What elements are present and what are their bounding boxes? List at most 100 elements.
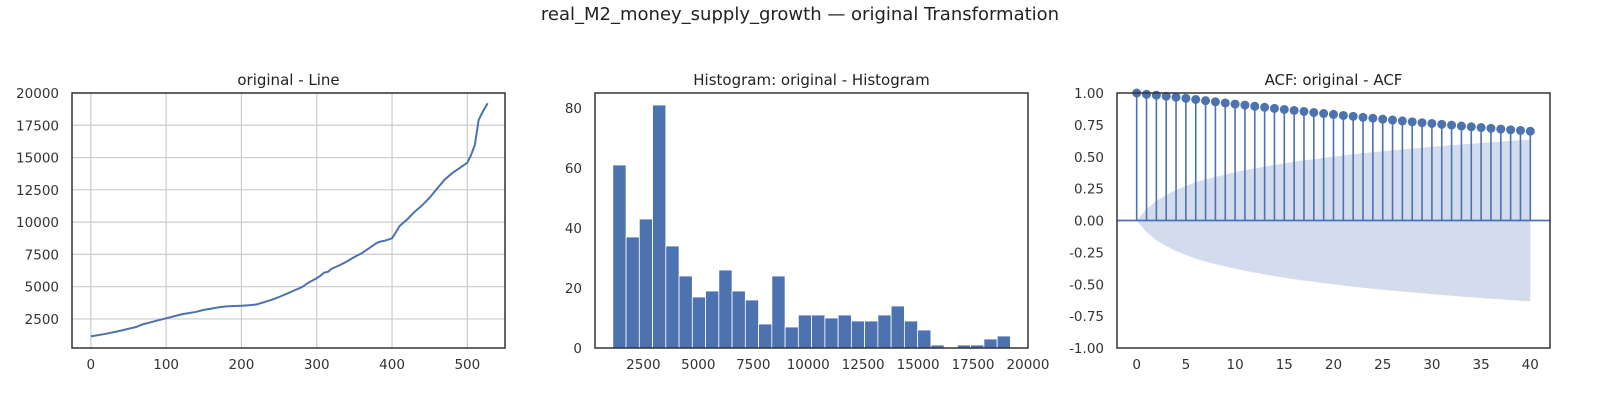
y-tick-label: 1.00 bbox=[1074, 86, 1104, 102]
x-tick-label: 20000 bbox=[1007, 357, 1050, 373]
acf-point bbox=[1230, 99, 1240, 109]
histogram-bar bbox=[731, 290, 746, 349]
y-tick-label: 0 bbox=[573, 341, 582, 357]
acf-point bbox=[1506, 125, 1516, 135]
acf-point bbox=[1151, 90, 1161, 100]
x-tick-label: 20 bbox=[1325, 357, 1342, 373]
y-tick-label: 0.25 bbox=[1074, 182, 1104, 198]
y-tick-label: 10000 bbox=[16, 215, 59, 231]
acf-point bbox=[1427, 118, 1437, 128]
histogram-bar bbox=[903, 320, 919, 349]
x-tick-label: 7500 bbox=[736, 357, 770, 373]
acf-point bbox=[1181, 93, 1191, 103]
histogram-bar bbox=[652, 104, 667, 349]
histogram-bar bbox=[638, 218, 653, 349]
histogram-bar bbox=[784, 326, 799, 349]
histogram-bar bbox=[612, 164, 627, 349]
x-tick-label: 10 bbox=[1226, 357, 1243, 373]
acf-point bbox=[1250, 101, 1260, 111]
y-tick-label: 12500 bbox=[16, 183, 59, 199]
y-tick-label: -0.50 bbox=[1069, 277, 1104, 293]
acf-point bbox=[1289, 105, 1299, 115]
y-tick-label: 0.75 bbox=[1074, 118, 1104, 134]
acf-point bbox=[1348, 111, 1358, 121]
y-tick-label: -0.75 bbox=[1069, 309, 1104, 325]
histogram-bar bbox=[771, 275, 786, 349]
acf-point bbox=[1191, 95, 1201, 105]
acf-point bbox=[1515, 125, 1525, 135]
acf-point bbox=[1260, 102, 1270, 112]
histogram-bar bbox=[758, 323, 773, 349]
y-tick-label: 20000 bbox=[16, 86, 59, 102]
acf-point bbox=[1456, 121, 1466, 131]
x-tick-label: 500 bbox=[454, 357, 480, 373]
x-tick-label: 5000 bbox=[681, 357, 715, 373]
y-tick-label: 60 bbox=[565, 161, 582, 177]
histogram-bar bbox=[917, 329, 932, 349]
x-tick-label: 15000 bbox=[897, 357, 940, 373]
series-line bbox=[90, 102, 489, 338]
x-tick-label: 300 bbox=[304, 357, 330, 373]
histogram-bar bbox=[678, 275, 693, 349]
acf-point bbox=[1329, 109, 1338, 119]
histogram-bar bbox=[837, 314, 852, 349]
chart-title: ACF: original - ACF bbox=[1265, 71, 1403, 89]
histogram-bar bbox=[691, 296, 706, 349]
y-tick-label: 40 bbox=[565, 221, 582, 237]
acf-point bbox=[1368, 113, 1378, 123]
x-tick-label: 17500 bbox=[952, 357, 995, 373]
acf-point bbox=[1220, 98, 1230, 108]
y-tick-label: 5000 bbox=[25, 280, 59, 296]
histogram-bar bbox=[665, 245, 680, 349]
histogram-bar bbox=[811, 314, 826, 349]
acf-point bbox=[1269, 103, 1279, 113]
plot-frame-2 bbox=[1116, 92, 1551, 349]
histogram-bar bbox=[625, 236, 640, 349]
acf-point bbox=[1486, 123, 1496, 133]
x-tick-label: 2500 bbox=[626, 357, 660, 373]
histogram-bar bbox=[824, 317, 839, 349]
acf-point bbox=[1417, 118, 1427, 128]
x-tick-label: 12500 bbox=[842, 357, 885, 373]
acf-point bbox=[1378, 114, 1388, 124]
acf-point bbox=[1171, 92, 1181, 102]
acf-point bbox=[1447, 120, 1457, 130]
acf-point bbox=[1407, 117, 1417, 127]
x-tick-label: 100 bbox=[153, 357, 179, 373]
x-tick-label: 10000 bbox=[787, 357, 830, 373]
acf-point bbox=[1142, 89, 1152, 99]
x-tick-label: 25 bbox=[1374, 357, 1391, 373]
acf-point bbox=[1338, 110, 1348, 120]
y-tick-label: 0.00 bbox=[1074, 214, 1104, 230]
acf-point bbox=[1309, 108, 1319, 118]
y-tick-label: 15000 bbox=[16, 151, 59, 167]
acf-point bbox=[1466, 122, 1476, 132]
histogram-bar bbox=[996, 335, 1011, 349]
chart-title: original - Line bbox=[237, 71, 339, 89]
acf-point bbox=[1388, 115, 1398, 125]
x-tick-label: 400 bbox=[379, 357, 405, 373]
acf-point bbox=[1240, 100, 1250, 110]
acf-point bbox=[1476, 123, 1486, 133]
x-tick-label: 0 bbox=[87, 357, 96, 373]
histogram-bar bbox=[983, 338, 998, 349]
histogram-bar bbox=[705, 290, 720, 349]
histogram-bar bbox=[864, 320, 879, 349]
histogram-bar bbox=[890, 305, 905, 349]
acf-point bbox=[1525, 126, 1535, 136]
acf-point bbox=[1299, 106, 1309, 116]
histogram-bar bbox=[797, 314, 813, 349]
y-tick-label: -0.25 bbox=[1069, 245, 1104, 261]
x-tick-label: 15 bbox=[1276, 357, 1293, 373]
y-tick-label: 7500 bbox=[25, 247, 59, 263]
plot-frame-1 bbox=[594, 92, 1029, 349]
histogram-bar bbox=[877, 314, 892, 349]
acf-point bbox=[1161, 91, 1171, 101]
acf-point bbox=[1496, 124, 1506, 134]
histogram-bar bbox=[744, 299, 759, 349]
y-tick-label: -1.00 bbox=[1069, 341, 1104, 357]
acf-point bbox=[1319, 109, 1329, 119]
x-tick-label: 200 bbox=[229, 357, 255, 373]
